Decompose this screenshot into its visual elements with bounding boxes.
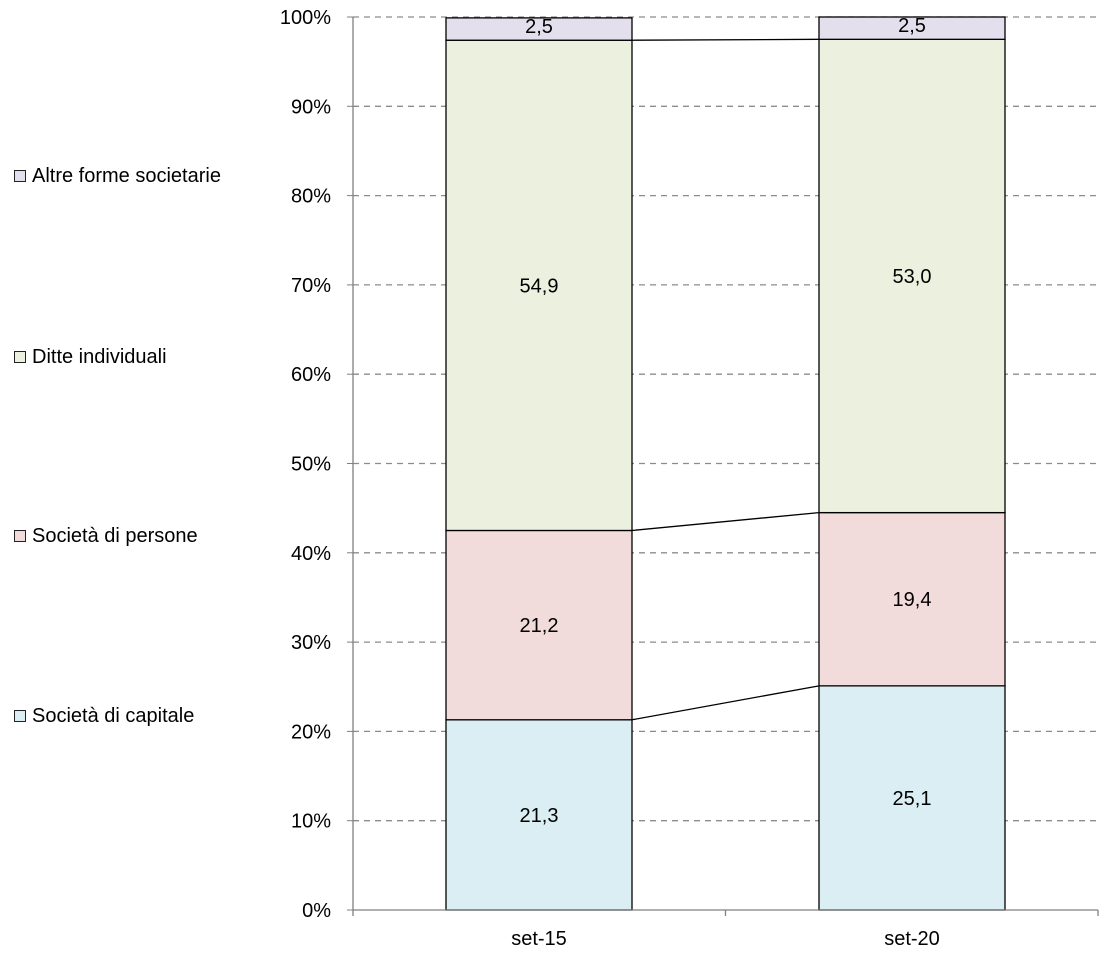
bar-segment (445, 39, 633, 532)
y-tick-label: 90% (291, 96, 331, 118)
legend-item-societa-capitale: Società di capitale (14, 704, 232, 728)
y-tick-label: 60% (291, 364, 331, 386)
bar-segment (445, 17, 633, 41)
y-tick-label: 50% (291, 454, 331, 476)
data-label: 21,3 (520, 805, 559, 827)
legend-label: Altre forme societarie (32, 165, 221, 187)
legend-item-altre-forme: Altre forme societarie (14, 164, 232, 188)
series-line (631, 511, 820, 532)
legend: Altre forme societarie Ditte individuali… (14, 0, 264, 958)
data-label: 25,1 (893, 788, 932, 810)
legend-label: Società di persone (32, 525, 198, 547)
y-tick-label: 30% (291, 632, 331, 654)
data-label: 54,9 (520, 275, 559, 297)
legend-item-societa-persone: Società di persone (14, 524, 232, 548)
legend-swatch (14, 351, 26, 363)
y-tick-label: 70% (291, 275, 331, 297)
legend-item-ditte-individuali: Ditte individuali (14, 345, 232, 369)
bar-segment (818, 685, 1006, 911)
legend-swatch (14, 170, 26, 182)
series-line (631, 685, 820, 721)
data-label: 2,5 (525, 16, 553, 38)
data-label: 19,4 (893, 589, 932, 611)
legend-label: Società di capitale (32, 705, 195, 727)
y-tick-label: 80% (291, 186, 331, 208)
bar-segment (445, 719, 633, 911)
data-label: 53,0 (893, 266, 932, 288)
bar-segment (818, 38, 1006, 514)
legend-label: Ditte individuali (32, 346, 167, 368)
legend-swatch (14, 530, 26, 542)
y-tick-label: 40% (291, 543, 331, 565)
y-tick-label: 20% (291, 721, 331, 743)
y-tick-label: 10% (291, 811, 331, 833)
bar-segment (445, 529, 633, 721)
x-tick-label: set-20 (884, 928, 940, 950)
bar-segment (818, 16, 1006, 40)
y-tick-label: 100% (280, 7, 331, 29)
x-tick-label: set-15 (511, 928, 567, 950)
legend-swatch (14, 710, 26, 722)
data-label: 2,5 (898, 15, 926, 37)
bar-segment (818, 511, 1006, 687)
series-line (631, 38, 820, 41)
data-label: 21,2 (520, 615, 559, 637)
y-tick-label: 0% (302, 900, 331, 922)
